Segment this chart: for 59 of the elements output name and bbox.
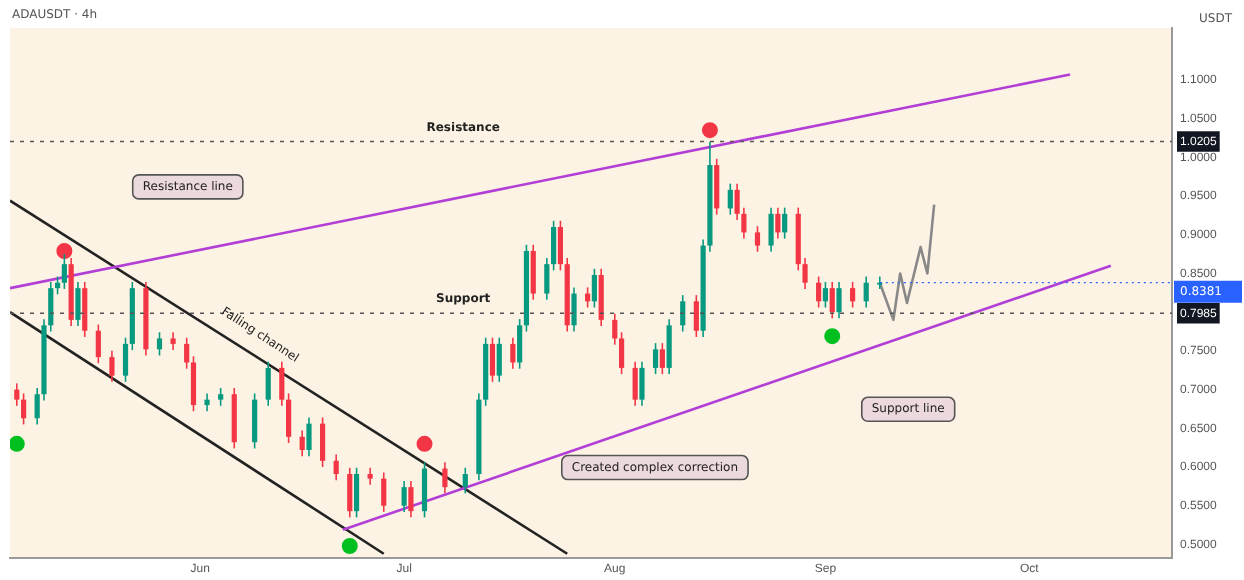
point [701,122,718,139]
candlestick [82,281,88,338]
candlestick [877,275,883,290]
candlestick [75,281,81,327]
candlestick [204,392,210,413]
candlestick [462,466,468,495]
candlestick [408,480,414,519]
candlestick [850,281,856,309]
candlestick [822,281,829,309]
candlestick [591,268,597,309]
candlestick [510,336,516,370]
point [10,435,25,452]
candlestick [231,387,237,450]
candlestick [156,331,163,357]
candlestick [680,294,686,333]
candlestick [598,268,604,327]
candlestick [659,342,665,375]
candlestick [530,244,536,301]
candlestick [265,360,271,407]
candlestick [122,336,129,383]
candlestick [353,466,360,519]
point [341,537,358,554]
candlestick [863,275,869,309]
candlestick [252,392,258,450]
candlestick [829,281,835,320]
candlestick [489,336,496,383]
candlestick [632,360,638,407]
candlestick [442,461,448,495]
candlestick [190,355,197,413]
candlestick [496,336,502,383]
candlestick [693,294,699,338]
candlestick [666,318,672,375]
candlestick [421,461,428,519]
candlestick [184,336,190,370]
candlestick [782,206,788,240]
point [824,328,841,345]
candlestick [571,286,577,333]
candlestick [768,206,774,253]
candlestick [754,225,761,253]
candlestick [109,350,115,383]
candlestick [347,466,353,519]
candlestick [61,253,67,290]
candlestick [775,206,781,240]
candlestick [727,182,733,216]
point [56,242,73,259]
point [416,435,433,452]
candlestick [299,429,305,457]
candlestick [401,480,407,513]
candlestick [714,158,720,216]
candlestick [816,275,822,309]
candlestick [639,360,645,407]
candlestick [652,342,659,375]
candlestick [517,318,523,370]
candlestick [381,471,387,513]
candlestick [836,281,842,320]
candlestick [333,453,339,481]
candlestick [306,416,312,457]
candlestick [95,323,101,365]
candlestick [319,416,326,468]
